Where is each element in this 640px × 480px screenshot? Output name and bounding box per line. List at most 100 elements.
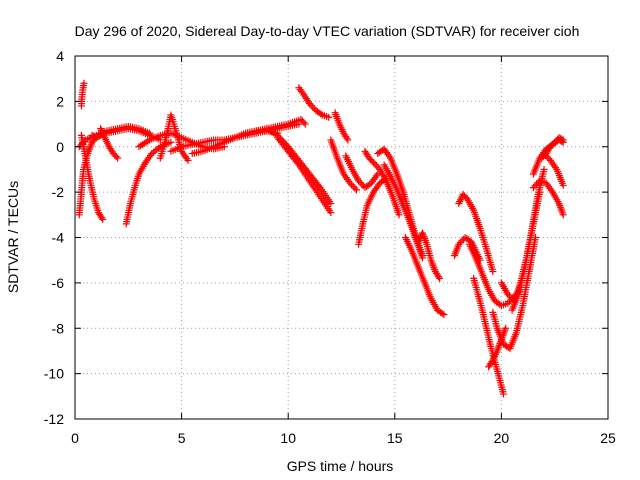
data-point (368, 157, 376, 165)
series-arc-n (274, 134, 335, 217)
data-point (559, 211, 567, 219)
y-tick-label: 0 (56, 139, 64, 155)
data-point (543, 153, 551, 161)
data-point (344, 136, 352, 144)
data-point (489, 268, 497, 276)
data-point (504, 299, 512, 307)
series-arc-i (156, 111, 192, 164)
x-tick-label: 20 (494, 430, 510, 446)
x-tick-label: 10 (280, 430, 296, 446)
data-point (529, 184, 537, 192)
data-point (294, 159, 302, 167)
data-point (80, 79, 88, 87)
data-point (374, 164, 382, 172)
data-point (558, 135, 566, 143)
y-tick-label: -4 (52, 230, 65, 246)
data-point (419, 254, 427, 262)
y-tick-label: -8 (52, 320, 65, 336)
data-point (559, 136, 567, 144)
data-point (540, 150, 548, 158)
x-tick-label: 25 (600, 430, 616, 446)
data-point (358, 180, 366, 188)
y-tick-label: -10 (44, 366, 64, 382)
data-point (348, 181, 356, 189)
data-point (146, 129, 154, 137)
data-point (455, 240, 463, 248)
data-point (346, 179, 354, 187)
data-point (534, 178, 542, 186)
data-point (355, 177, 363, 185)
data-point (559, 181, 567, 189)
y-tick-label: -2 (52, 184, 65, 200)
data-point (436, 274, 444, 282)
data-point (112, 153, 120, 161)
data-point (155, 144, 163, 152)
data-point (307, 101, 315, 109)
data-point (500, 390, 508, 398)
data-point (458, 237, 466, 245)
x-tick-labels: 0 5 10 15 20 25 (71, 430, 616, 446)
data-point (369, 159, 377, 167)
series-arc-m (263, 125, 335, 207)
series-arc-af (508, 165, 548, 314)
x-tick-label: 5 (178, 430, 186, 446)
data-point (327, 199, 335, 207)
series-arc-t (361, 147, 403, 219)
data-point (488, 358, 496, 366)
data-point (301, 120, 309, 128)
x-axis-label: GPS time / hours (287, 458, 394, 474)
data-point (317, 110, 325, 118)
data-point (77, 141, 85, 149)
x-tick-label: 15 (387, 430, 403, 446)
data-point (98, 214, 106, 222)
data-point (80, 138, 88, 146)
data-point (533, 180, 541, 188)
data-point (99, 215, 107, 223)
series-arc-x (414, 229, 444, 282)
series-arc-ag (529, 177, 567, 219)
series-arc-f (97, 125, 122, 162)
data-point (184, 156, 192, 164)
y-tick-label: 2 (56, 93, 64, 109)
data-point (507, 294, 515, 302)
data-point (327, 209, 335, 217)
data-point (309, 103, 317, 111)
data-point (395, 211, 403, 219)
chart-title: Day 296 of 2020, Sidereal Day-to-day VTE… (75, 23, 580, 39)
x-tick-label: 0 (71, 430, 79, 446)
data-point (502, 324, 510, 332)
data-point (114, 154, 122, 162)
data-point (371, 160, 379, 168)
data-point (373, 162, 381, 170)
data-point (504, 290, 512, 298)
data-point (300, 119, 308, 127)
data-point (505, 292, 513, 300)
axis-ticks (74, 55, 609, 420)
data-point (325, 113, 333, 121)
series-arc-r (342, 152, 382, 192)
data-point (545, 155, 553, 163)
data-point (438, 310, 446, 318)
y-tick-labels: 4 2 0 -2 -4 -6 -8 -10 -12 (44, 48, 64, 427)
y-tick-label: 4 (56, 48, 64, 64)
series-arc-w (401, 234, 448, 319)
data-point (531, 182, 539, 190)
data-point (78, 139, 86, 147)
data-point (540, 165, 548, 173)
data-point (352, 186, 360, 194)
data-point (435, 273, 443, 281)
series-arc-aj (540, 150, 567, 189)
y-axis-label: SDTVAR / TECUs (5, 181, 21, 293)
data-point (542, 151, 550, 159)
data-point (356, 178, 364, 186)
series-arc-q (327, 136, 360, 194)
y-tick-label: -6 (52, 275, 65, 291)
series-arc-v (380, 161, 427, 262)
series-arc-a (77, 79, 88, 110)
series-arc-g (122, 138, 175, 228)
series-arc-l (252, 116, 309, 135)
data-point (440, 311, 448, 319)
data-point (349, 182, 357, 190)
series-arc-e (88, 122, 154, 142)
